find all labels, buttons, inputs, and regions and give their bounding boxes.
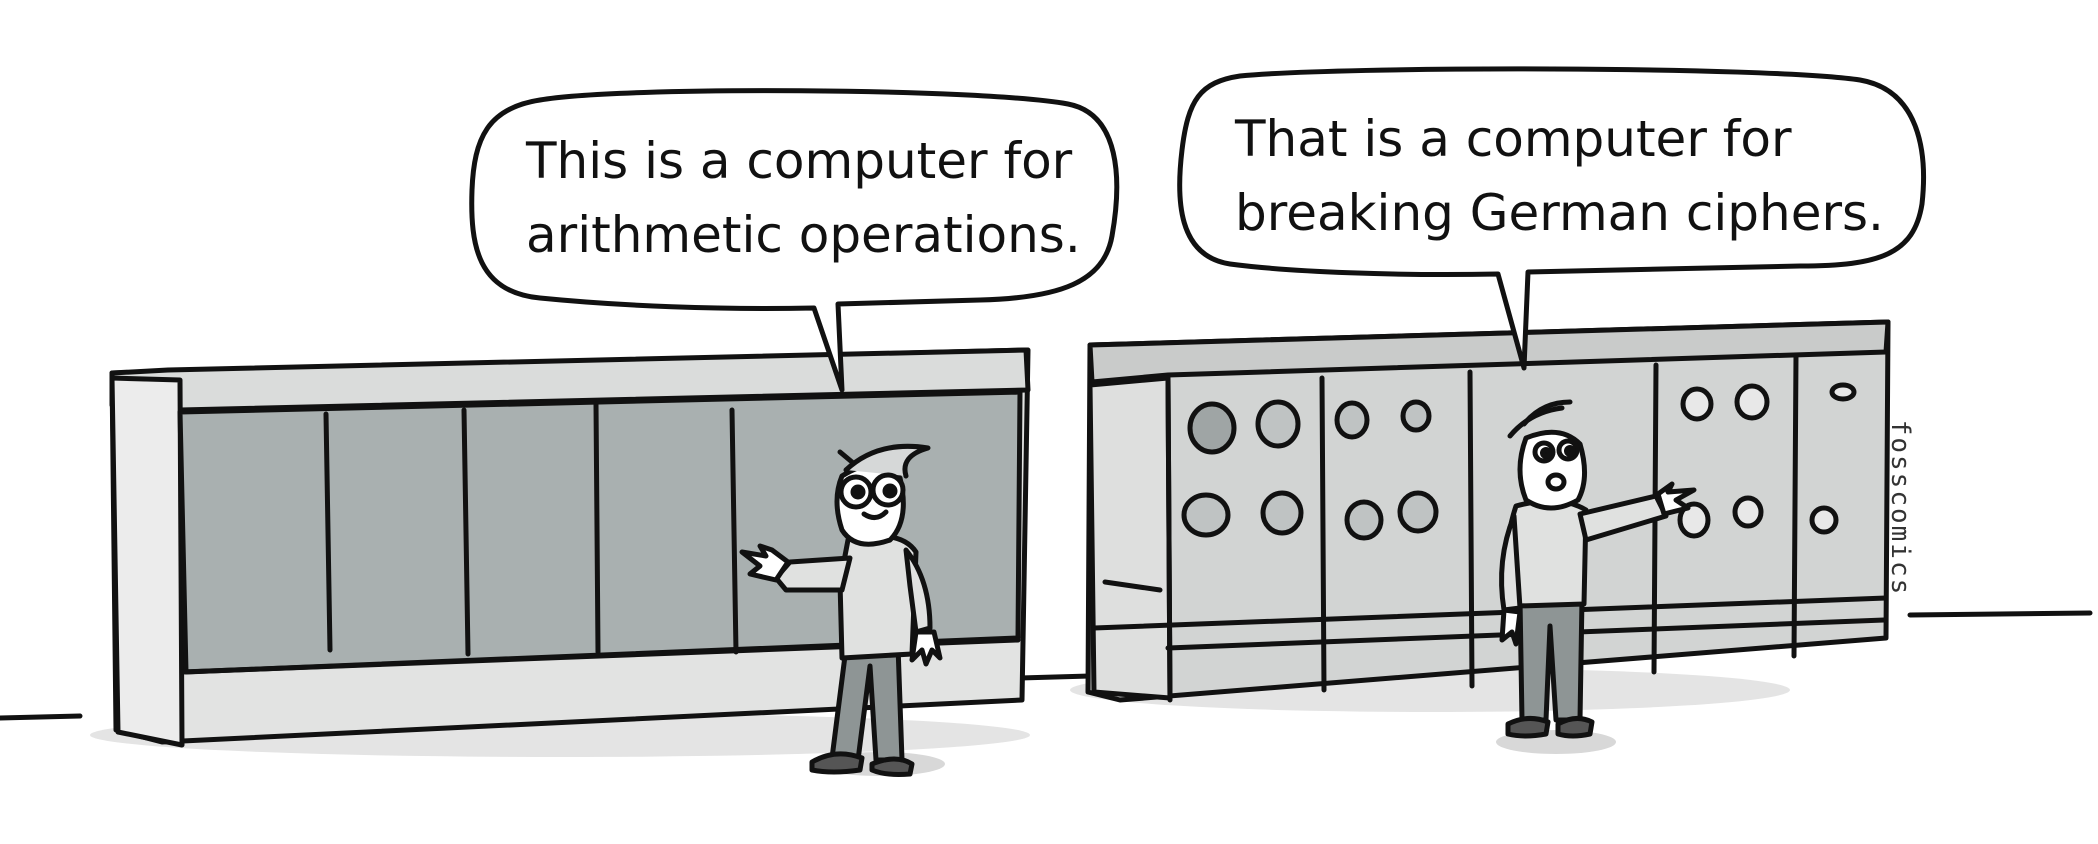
right-computer: [1070, 319, 1891, 712]
right-speech-line-1: That is a computer for: [1235, 110, 1792, 168]
left-speech-text: This is a computer for arithmetic operat…: [526, 124, 1081, 272]
ground-line-middle: [1017, 673, 1093, 681]
left-person: [739, 443, 945, 777]
right-speech-text: That is a computer for breaking German c…: [1235, 102, 1884, 250]
left-computer: [90, 347, 1031, 757]
ground-line-right: [1907, 610, 2093, 618]
right-person: [1496, 399, 1697, 754]
right-speech-line-2: breaking German ciphers.: [1235, 184, 1884, 242]
artist-signature: fosscomics: [1885, 419, 1915, 597]
ground-line-left: [0, 713, 83, 721]
right-speech-bubble: [1177, 66, 1926, 371]
left-speech-bubble: [469, 88, 1120, 393]
left-speech-line-1: This is a computer for: [526, 132, 1073, 190]
left-speech-line-2: arithmetic operations.: [526, 206, 1081, 264]
